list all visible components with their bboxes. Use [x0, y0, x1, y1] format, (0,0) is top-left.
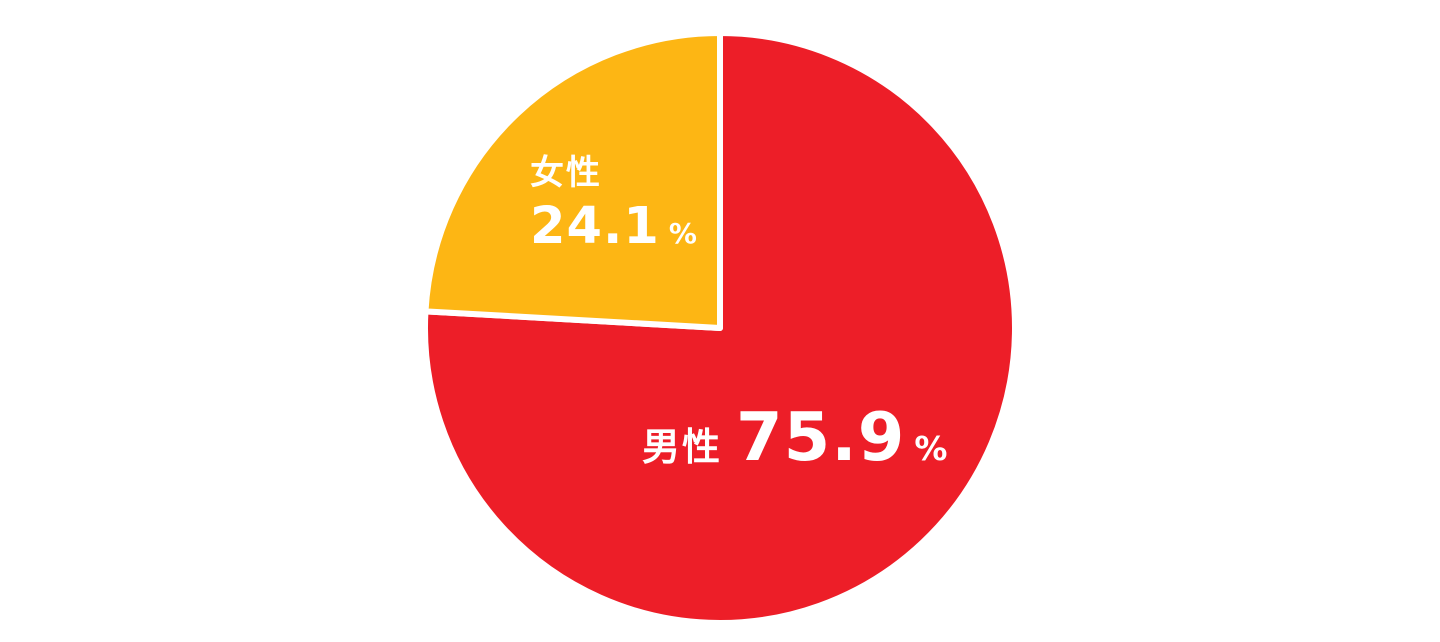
pie-slice-male — [422, 30, 1018, 626]
pie-slices-group — [422, 30, 1018, 626]
pie-slice-female — [422, 30, 723, 331]
